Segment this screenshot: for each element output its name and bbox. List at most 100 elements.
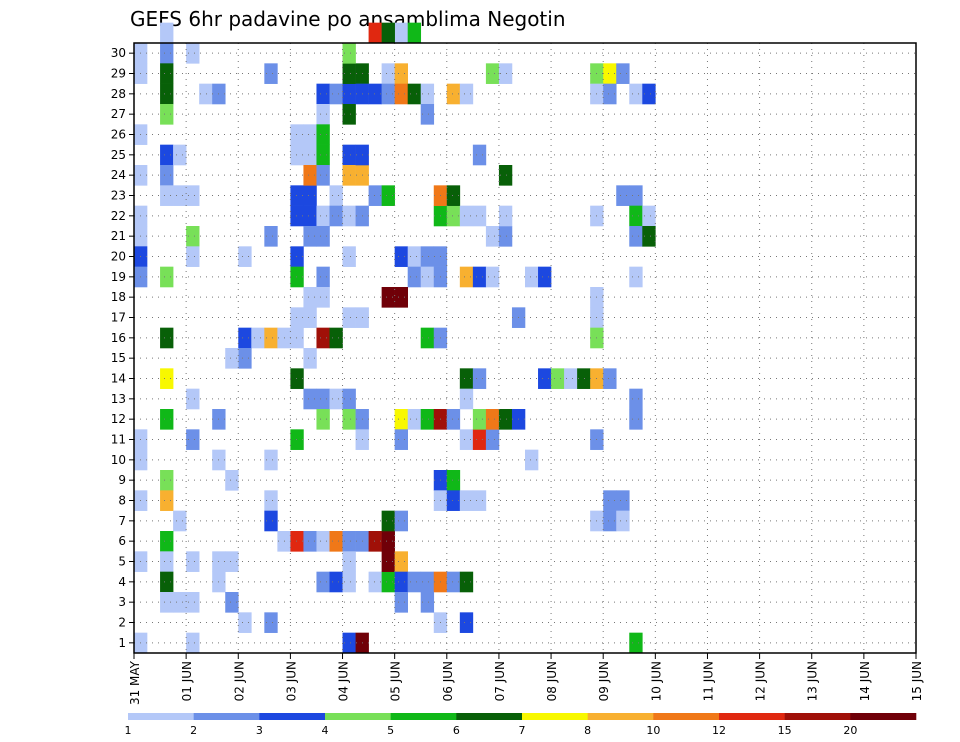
colorbar-swatch [390,713,457,720]
y-tick-label: 16 [111,331,126,345]
heatmap-cell [160,266,174,288]
heatmap-cell [538,368,552,389]
heatmap-cell [407,246,422,267]
colorbar-swatch [259,713,326,720]
heatmap-cell [342,307,356,328]
x-tick-label: 04 JUN [337,661,351,701]
heatmap-cell [173,185,187,206]
y-tick-label: 10 [111,453,126,467]
heatmap-cell [446,571,461,593]
heatmap-cell [342,571,356,593]
heatmap-cell [381,531,395,552]
heatmap-cell [407,266,422,288]
colorbar-label: 4 [322,724,329,737]
heatmap-cell [446,409,461,430]
colorbar-swatch [193,713,260,720]
y-tick-label: 15 [111,351,126,365]
y-tick-label: 14 [111,372,126,386]
heatmap-cell [459,368,474,389]
y-tick-label: 12 [111,412,126,426]
heatmap-cell [316,327,330,349]
heatmap-cell [303,388,317,410]
x-axis: 31 MAY 01 JUN 02 JUN 03 JUN 04 JUN 05 JUN 06 J… [128,653,924,705]
x-tick-label: 01 JUN [180,661,194,701]
heatmap-cell [329,388,343,410]
heatmap-cell [459,388,474,410]
y-tick-label: 13 [111,392,126,406]
heatmap-cell [538,266,552,288]
heatmap-cell [303,205,317,227]
heatmap-cell [381,63,395,84]
grid-lines [134,43,916,653]
heatmap-cell [303,144,317,166]
colorbar-label: 10 [646,724,660,737]
heatmap-cell [420,266,435,288]
heatmap-cell [238,327,252,349]
heatmap-cell [160,592,174,613]
heatmap-cell [316,531,330,552]
x-tick-label: 02 JUN [232,661,246,701]
heatmap-cell [160,43,174,64]
heatmap-cell [303,185,317,206]
y-tick-label: 20 [111,250,126,264]
heatmap-cell [459,266,474,288]
heatmap-cell [629,83,643,105]
heatmap-cell [329,531,343,552]
x-tick-label: 31 MAY [128,660,142,705]
heatmap-cell [160,83,174,105]
heatmap-cell [420,592,435,613]
heatmap-cell [290,368,304,389]
heatmap-cell [186,226,200,247]
colorbar-label: 3 [256,724,263,737]
heatmap-cell [160,144,174,166]
y-tick-label: 7 [118,514,126,528]
heatmap-cell [407,22,422,44]
heatmap-cell [472,429,487,450]
y-tick-label: 23 [111,189,126,203]
heatmap-cell [160,551,174,572]
chart-title: GEFS 6hr padavine po ansamblima Negotin [130,7,566,31]
y-tick-label: 5 [118,555,126,569]
colorbar-label: 7 [519,724,526,737]
colorbar-label: 1 [125,724,132,737]
heatmap-cell [368,83,382,105]
heatmap-cell [394,287,408,308]
heatmap-cell [342,632,356,654]
x-tick-label: 06 JUN [441,661,455,701]
heatmap-cell [603,368,617,389]
heatmap-cell [290,185,304,206]
heatmap-cell [238,246,252,267]
heatmap-cell [603,83,617,105]
heatmap-cell [160,327,174,349]
heatmap-cell [316,124,330,145]
heatmap-cell [316,388,330,410]
colorbar-label: 5 [387,724,394,737]
x-tick-label: 10 JUN [649,661,663,701]
heatmap-cell [303,531,317,552]
colorbar-swatch [325,713,391,720]
heatmap-cell [316,104,330,125]
heatmap-cell [264,510,278,532]
colorbar-swatch [128,713,194,720]
heatmap-cell [342,63,356,84]
heatmap-cell [342,246,356,267]
heatmap-cell [342,551,356,572]
heatmap-cell [629,409,643,430]
heatmap-cell [394,83,408,105]
heatmap-cell [316,205,330,227]
heatmap-cell [160,63,174,84]
heatmap-cell [290,246,304,267]
heatmap-cell [160,490,174,511]
heatmap-cell [160,409,174,430]
heatmap-cell [420,104,435,125]
heatmap-cell [394,592,408,613]
heatmap-cell [485,429,500,450]
heatmap-cell [303,307,317,328]
heatmap-cell [394,63,408,84]
heatmap-cell [381,287,395,308]
y-tick-label: 28 [111,87,126,101]
heatmap-cell [342,388,356,410]
y-tick-label: 22 [111,209,126,223]
heatmap-cell [303,348,317,369]
